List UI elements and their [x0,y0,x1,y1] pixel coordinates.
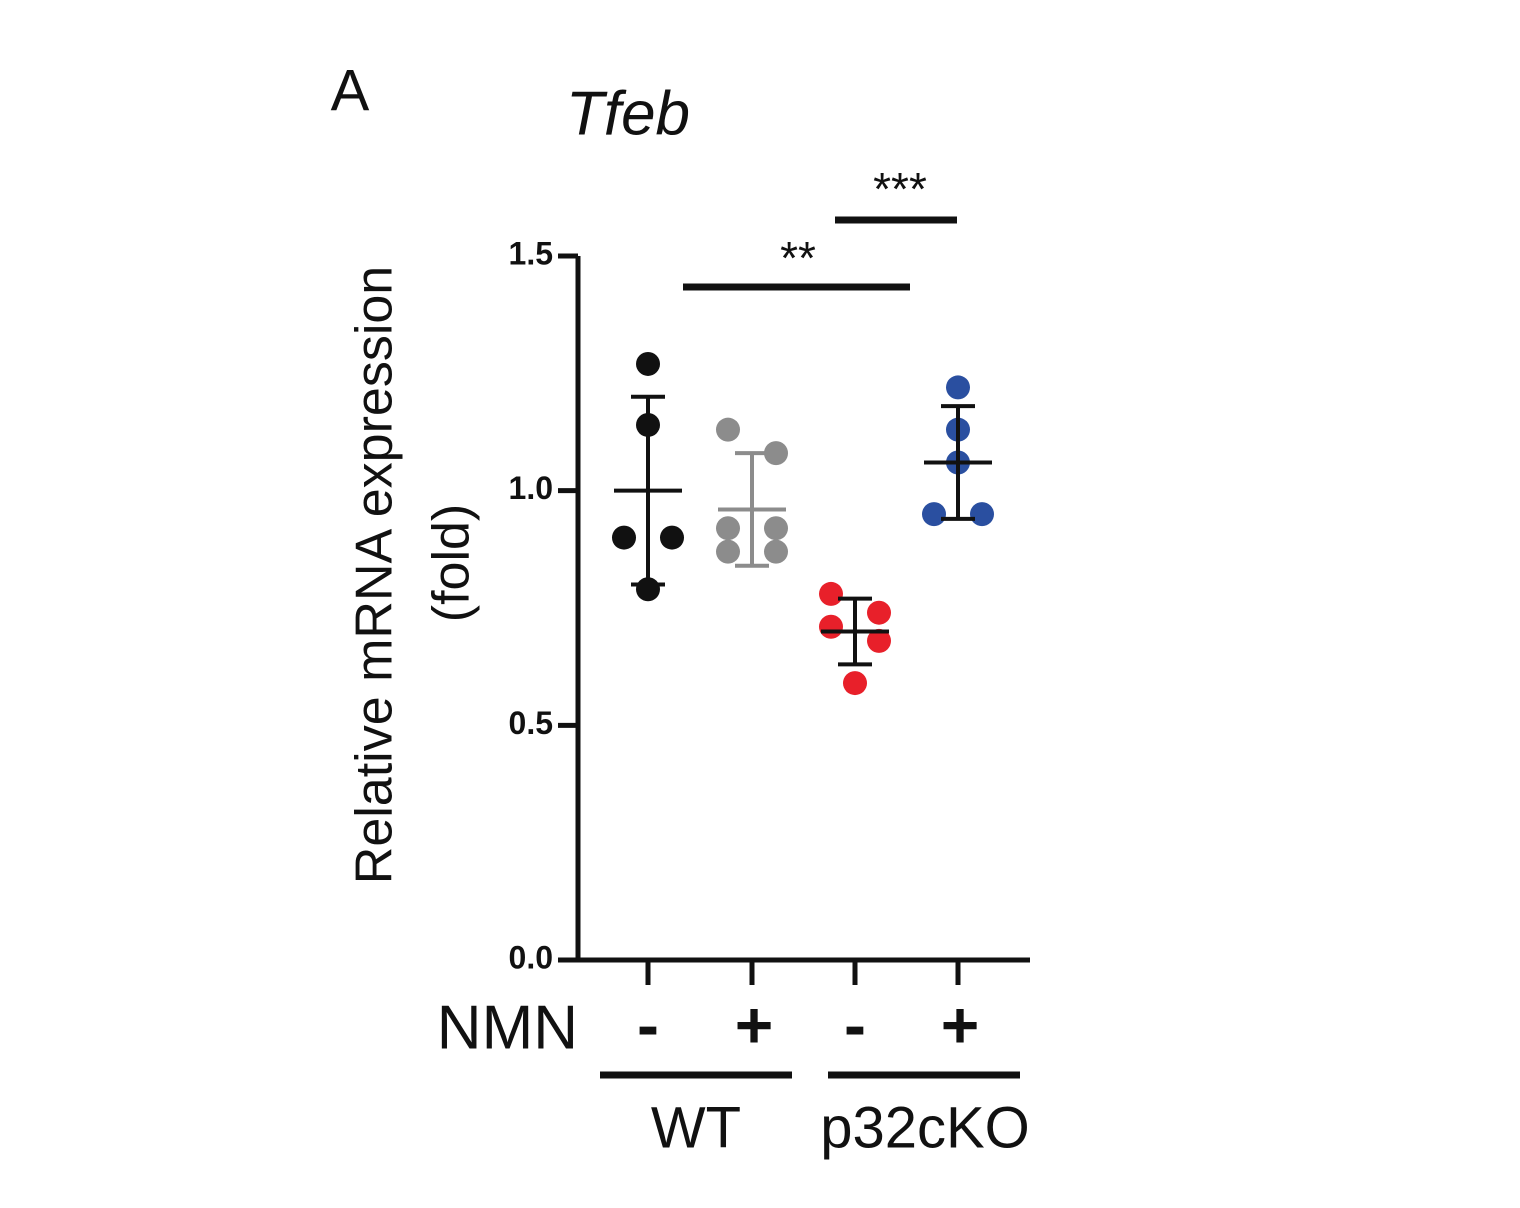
data-point [764,539,788,564]
data-point [819,614,843,639]
data-point [636,351,660,376]
y-axis-label: Relative mRNA expression [346,266,404,884]
genotype-label: WT [651,1095,741,1160]
category-label: + [941,987,980,1061]
data-point [922,502,946,527]
genotype-label: p32cKO [820,1095,1030,1160]
data-point [716,516,740,541]
treatment-label: NMN [437,993,578,1062]
category-label: - [637,987,659,1061]
y-axis-label: (fold) [423,504,481,622]
data-point [612,525,636,550]
data-point [660,525,684,550]
data-point [867,600,891,625]
significance-label: *** [873,163,927,215]
chart-title: Tfeb [566,79,690,148]
significance-label: ** [780,232,816,284]
data-point [716,539,740,564]
data-point [716,417,740,442]
data-point [946,375,970,400]
y-tick-label: 1.5 [509,235,553,271]
data-point [764,441,788,466]
data-point [819,581,843,606]
data-point [764,516,788,541]
data-point [843,671,867,696]
category-label: + [735,987,774,1061]
panel-label: A [331,58,370,123]
data-point [867,628,891,653]
data-point [970,502,994,527]
y-tick-label: 0.0 [509,939,553,975]
category-label: - [844,987,866,1061]
y-tick-label: 0.5 [509,705,553,741]
y-tick-label: 1.0 [509,470,553,506]
